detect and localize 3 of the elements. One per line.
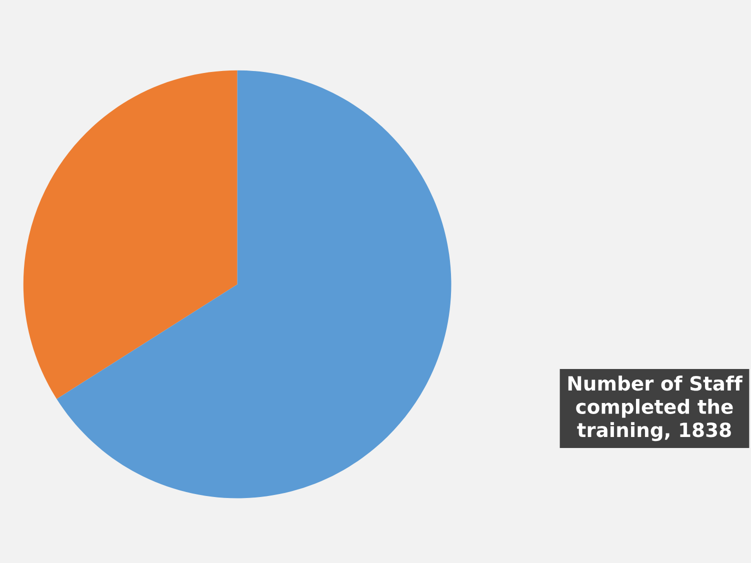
pie-slice	[56, 70, 452, 498]
pie-slice	[23, 70, 238, 399]
slice-label: Number of Staff completed the training, 1838	[568, 376, 743, 442]
